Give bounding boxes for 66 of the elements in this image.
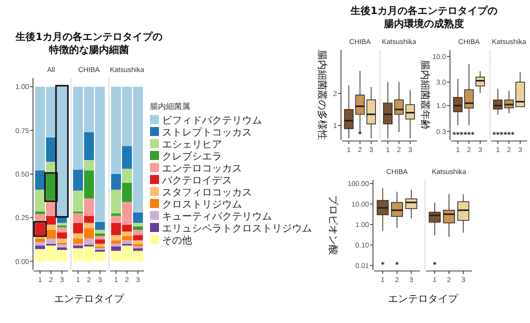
bar [95,230,105,234]
bar [35,238,45,242]
legend-label: スタフィロコッカス [162,188,252,198]
legend-label: エンテロコッカス [162,164,242,174]
bar [73,190,83,212]
bar [57,232,67,239]
legend-label: その他 [162,234,192,246]
legend-label: エシェリヒア [162,140,222,150]
bar [57,222,67,226]
bar [95,222,105,230]
bar [35,190,45,212]
bar [111,244,121,246]
bar [84,222,94,228]
bar [73,233,83,239]
bar [122,146,132,169]
bar [35,246,45,250]
legend-label: ビフィドバクテリウム [162,116,262,126]
bar [84,160,94,171]
bar [46,216,56,225]
legend-label: エリュシペラトクロストリジウム [162,224,312,234]
bar [122,168,132,183]
x-axis-title: エンテロタイプ [54,293,125,305]
bar [111,246,121,251]
legend-label: クロストリジウム [162,200,242,210]
text: 生後1カ月の各エンテロタイプの特徴的な腸内細菌 [14,31,162,56]
bar [57,238,67,243]
bar [133,240,143,244]
bar [73,222,83,234]
bar [111,240,121,244]
bar [95,233,105,236]
x-axis-title: エンテロタイプ [388,293,459,305]
bar [84,132,94,160]
bar [111,213,121,216]
bar [122,182,132,202]
bar [111,190,121,214]
bar [133,222,143,226]
bar [73,170,83,191]
bar [95,239,105,244]
bar [133,226,143,230]
bar [122,240,132,244]
bar [84,216,94,223]
legend-label: キューティバクテリウム [162,212,272,222]
bar [111,174,121,190]
bar [57,247,67,250]
bar [133,212,143,223]
y-axis-title: プロピオン酸 [327,195,339,255]
bar [95,244,105,246]
bar [73,238,83,244]
text: 生後1カ月の各エンテロタイプの腸内環境の成熟度 [350,5,498,30]
legend-title: 腸内細菌属 [150,102,190,111]
y-axis-title: 腸内細菌叢の多様性 [316,50,328,140]
bar [133,244,143,246]
bar [122,236,132,240]
bar [57,227,67,232]
bar [57,244,67,248]
legend-label: ストレプトコッカス [162,126,252,138]
y-axis-title: 腸内細菌叢年齢 [419,60,431,130]
bar [133,235,143,240]
legend-label: バクテロイデス [161,176,232,186]
bar [95,236,105,240]
legend-label: クレブシエラ [162,150,222,162]
bar [84,228,94,239]
bar [133,248,143,251]
bar [84,170,94,198]
bar [133,230,143,236]
bar [35,212,45,214]
